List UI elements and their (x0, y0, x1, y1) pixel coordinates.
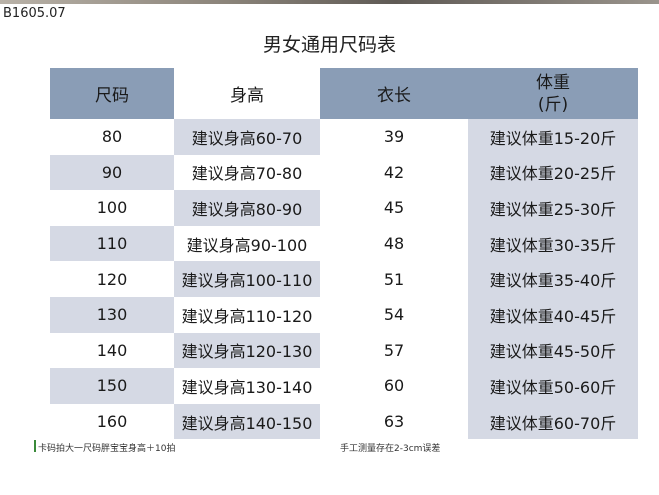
table-row: 140 建议身高120-130 57 建议体重45-50斤 (50, 332, 638, 369)
cell-height: 建议身高140-150 (174, 403, 320, 440)
header-weight-label: 体重 (536, 72, 570, 93)
cell-weight: 建议体重15-20斤 (468, 119, 638, 155)
cell-weight: 建议体重35-40斤 (468, 261, 638, 297)
cell-length: 54 (320, 296, 468, 333)
cell-size: 80 (50, 119, 174, 155)
cell-height: 建议身高90-100 (174, 225, 320, 262)
cell-height: 建议身高70-80 (174, 154, 320, 191)
cell-height: 建议身高110-120 (174, 296, 320, 333)
table-row: 150 建议身高130-140 60 建议体重50-60斤 (50, 368, 638, 404)
cell-size: 100 (50, 190, 174, 226)
cell-length: 60 (320, 368, 468, 404)
table-row: 160 建议身高140-150 63 建议体重60-70斤 (50, 403, 638, 440)
cell-length: 45 (320, 190, 468, 226)
cell-size: 160 (50, 403, 174, 440)
top-photo-strip (0, 0, 659, 4)
cell-size: 90 (50, 154, 174, 191)
table-row: 90 建议身高70-80 42 建议体重20-25斤 (50, 154, 638, 191)
chart-title: 男女通用尺码表 (262, 34, 396, 56)
cell-weight: 建议体重45-50斤 (468, 332, 638, 369)
note-marker (34, 440, 36, 452)
cell-height: 建议身高60-70 (174, 119, 320, 155)
table-row: 120 建议身高100-110 51 建议体重35-40斤 (50, 261, 638, 297)
table-row: 130 建议身高110-120 54 建议体重40-45斤 (50, 296, 638, 333)
cell-weight: 建议体重25-30斤 (468, 190, 638, 226)
table-row: 110 建议身高90-100 48 建议体重30-35斤 (50, 225, 638, 262)
cell-size: 130 (50, 296, 174, 333)
cell-weight: 建议体重30-35斤 (468, 225, 638, 262)
note-left: 卡码拍大一尺码胖宝宝身高＋10拍 (38, 444, 176, 454)
cell-weight: 建议体重60-70斤 (468, 403, 638, 440)
table-row: 80 建议身高60-70 39 建议体重15-20斤 (50, 119, 638, 155)
cell-length: 63 (320, 403, 468, 440)
product-code: B1605.07 (3, 6, 66, 21)
cell-height: 建议身高80-90 (174, 190, 320, 226)
cell-height: 建议身高130-140 (174, 368, 320, 404)
header-weight: 体重 (斤) (468, 68, 638, 119)
cell-length: 48 (320, 225, 468, 262)
cell-size: 140 (50, 332, 174, 369)
cell-weight: 建议体重40-45斤 (468, 296, 638, 333)
cell-length: 57 (320, 332, 468, 369)
cell-height: 建议身高100-110 (174, 261, 320, 297)
header-row: 尺码 身高 衣长 体重 (斤) (50, 68, 638, 119)
cell-length: 51 (320, 261, 468, 297)
size-chart-table: 尺码 身高 衣长 体重 (斤) 80 建议身高60-70 39 建议体重15-20斤 9… (50, 68, 638, 440)
cell-size: 120 (50, 261, 174, 297)
cell-size: 110 (50, 225, 174, 262)
note-right: 手工测量存在2-3cm误差 (340, 444, 441, 454)
cell-length: 42 (320, 154, 468, 191)
header-height: 身高 (174, 68, 320, 119)
header-weight-unit: (斤) (537, 94, 569, 115)
table-row: 100 建议身高80-90 45 建议体重25-30斤 (50, 190, 638, 226)
cell-height: 建议身高120-130 (174, 332, 320, 369)
cell-weight: 建议体重50-60斤 (468, 368, 638, 404)
cell-weight: 建议体重20-25斤 (468, 154, 638, 191)
header-length: 衣长 (320, 68, 468, 119)
cell-length: 39 (320, 119, 468, 155)
header-size: 尺码 (50, 68, 174, 119)
cell-size: 150 (50, 368, 174, 404)
